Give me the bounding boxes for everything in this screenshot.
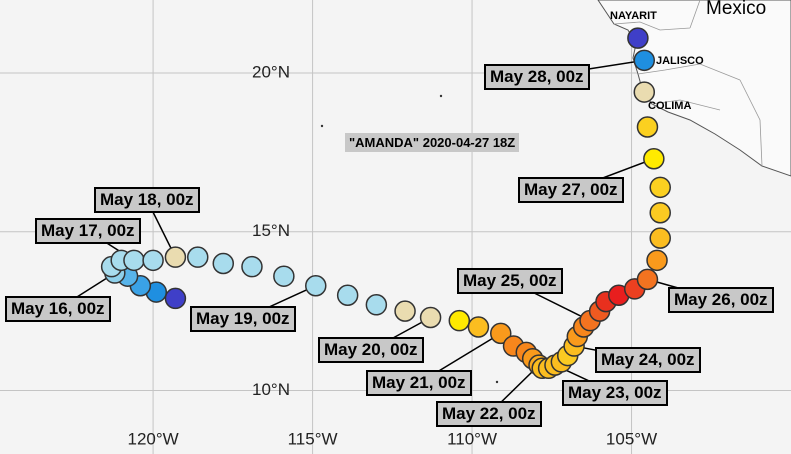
track-point — [164, 287, 187, 310]
island — [495, 380, 499, 384]
state-borders — [613, 0, 763, 167]
track-point — [646, 249, 668, 272]
track-point — [633, 81, 656, 103]
date-label: May 22, 00z — [436, 401, 542, 427]
y-tick-label: 15°N — [252, 221, 290, 240]
date-label: May 24, 00z — [595, 347, 701, 373]
track-point — [187, 246, 209, 268]
date-label: May 21, 00z — [366, 370, 472, 396]
place-name: Mexico — [706, 0, 767, 19]
track-point — [123, 249, 145, 272]
date-label: May 23, 00z — [562, 380, 668, 406]
track-point — [490, 322, 512, 345]
coastline — [597, 0, 791, 177]
track-point — [305, 274, 327, 297]
track-point — [636, 116, 659, 138]
date-label: May 27, 00z — [518, 177, 624, 203]
track-point — [394, 300, 416, 322]
track-point — [241, 255, 263, 278]
x-tick-label: 110°W — [447, 429, 497, 448]
y-tick-label: 20°N — [252, 63, 290, 82]
place-name: NAYARIT — [610, 10, 657, 22]
date-label: May 20, 00z — [318, 337, 424, 363]
track-point — [649, 227, 671, 249]
track-point — [643, 147, 665, 170]
x-tick-label: 105°W — [606, 429, 657, 448]
track-point — [467, 316, 490, 338]
track-point — [336, 284, 359, 307]
y-tick-label: 10°N — [252, 380, 290, 399]
track-point — [649, 176, 671, 199]
track-point — [636, 268, 659, 291]
track-point — [273, 265, 295, 287]
date-label: May 25, 00z — [457, 268, 563, 294]
track-point — [164, 246, 187, 268]
island — [439, 94, 443, 98]
date-label: May 17, 00z — [35, 218, 141, 244]
place-name: COLIMA — [648, 100, 692, 112]
x-tick-label: 120°W — [127, 429, 178, 448]
date-label: May 28, 00z — [484, 64, 590, 90]
place-name: JALISCO — [656, 55, 704, 67]
date-label: May 18, 00z — [94, 187, 200, 213]
date-label: May 16, 00z — [5, 296, 111, 322]
map-title: "AMANDA" 2020-04-27 18Z — [345, 133, 520, 152]
date-label: May 26, 00z — [668, 287, 774, 313]
track-point — [142, 249, 164, 272]
track-point — [649, 201, 671, 224]
date-label: May 19, 00z — [190, 306, 296, 332]
track-point — [448, 309, 471, 332]
x-tick-label: 115°W — [288, 429, 338, 448]
track-point — [627, 27, 649, 49]
track-point — [419, 306, 442, 329]
track-point — [212, 252, 235, 275]
storm-track — [100, 27, 671, 380]
island — [320, 124, 324, 128]
track-point — [365, 294, 388, 316]
track-point — [633, 49, 656, 72]
